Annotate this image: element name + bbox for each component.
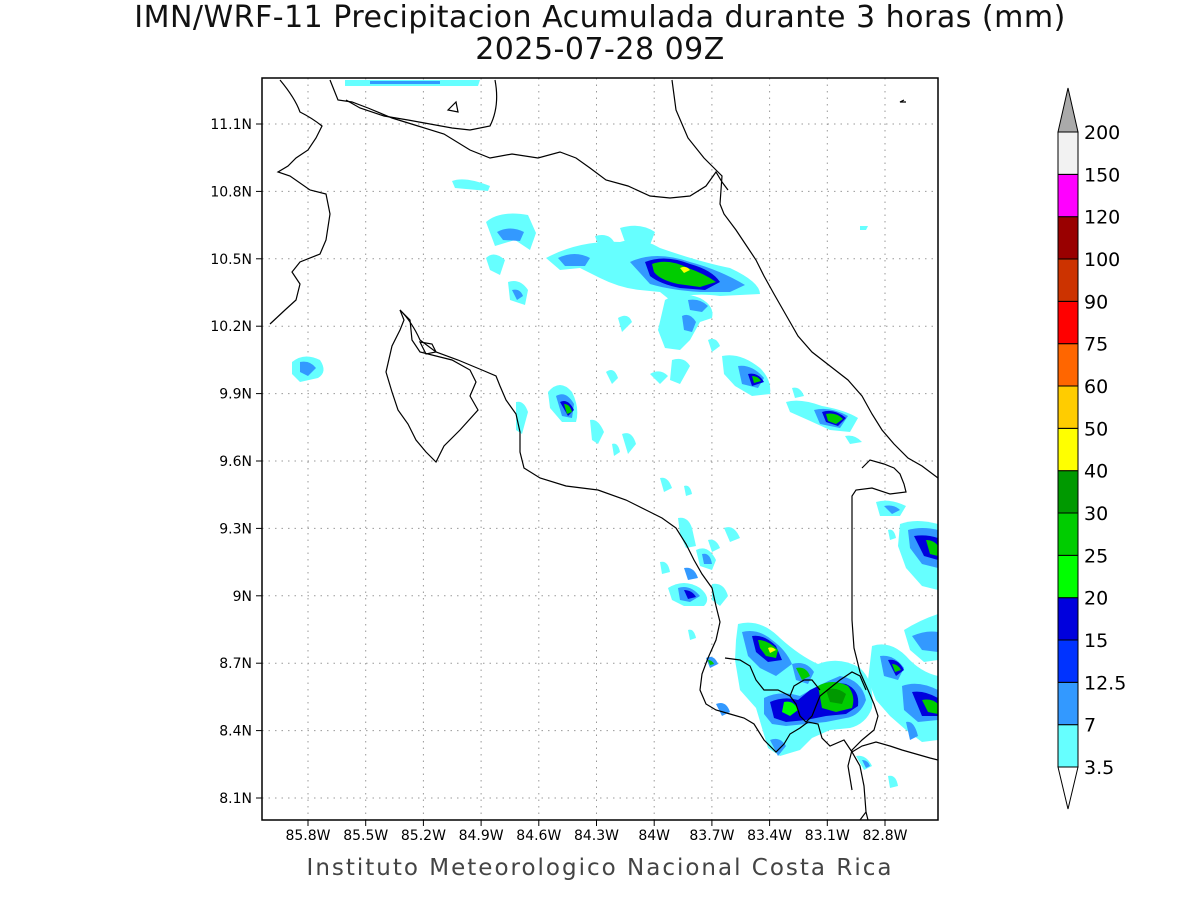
coastline [269,79,938,820]
x-tick-label: 84.3W [574,828,619,844]
colorbar-label: 120 [1084,207,1120,229]
colorbar-swatch [1057,427,1079,472]
colorbar-swatch-top [1057,131,1079,175]
x-tick-label: 84.9W [459,828,504,844]
colorbar-arrow-top [1057,87,1079,133]
rain-cell-small [452,179,490,191]
x-tick-label: 85.8W [285,828,330,844]
colorbar-arrow-bottom [1057,766,1079,810]
y-tick-label: 10.5N [210,252,252,268]
colorbar-label: 75 [1084,334,1108,356]
colorbar-swatch [1057,512,1079,556]
rain-cell-central-band [606,294,713,384]
colorbar: 3.5 7 12.5 15 20 25 30 40 50 60 75 90 100 120 150 200 [1057,87,1126,810]
colorbar-swatch [1057,258,1079,302]
x-tick-label: 84W [638,828,670,844]
x-tick-label: 83.7W [689,828,734,844]
colorbar-label: 40 [1084,461,1108,483]
rain-cell-osa-region [706,622,898,788]
colorbar-swatch [1057,173,1079,218]
map-title: IMN/WRF-11 Precipitacion Acumulada duran… [134,0,1066,35]
y-tick-label: 9.6N [219,454,252,470]
colorbar-label: 30 [1084,503,1108,525]
footer-credit: Instituto Meteorologico Nacional Costa R… [306,855,894,881]
colorbar-label: 7 [1084,715,1096,737]
rain-cell-north-central [546,225,760,300]
colorbar-label: 50 [1084,418,1108,440]
rain-cell-pacific-south [660,517,740,640]
colorbar-label: 25 [1084,545,1108,567]
colorbar-swatch [1057,597,1079,641]
colorbar-label: 90 [1084,291,1108,313]
x-tick-label: 85.5W [343,828,388,844]
colorbar-swatch [1057,300,1079,345]
colorbar-label: 3.5 [1084,757,1114,779]
map-axes: 85.8W 85.5W 85.2W 84.9W 84.6W 84.3W 84W 83.7W 83… [210,117,907,844]
y-tick-label: 9.3N [219,521,252,537]
colorbar-label: 12.5 [1084,672,1126,694]
y-tick-label: 8.7N [219,656,252,672]
y-tick-label: 10.8N [210,184,252,200]
colorbar-swatch [1057,385,1079,429]
colorbar-label: 20 [1084,588,1108,610]
colorbar-swatch [1057,554,1079,599]
colorbar-swatch [1057,681,1079,726]
colorbar-label: 60 [1084,376,1108,398]
x-tick-label: 83.4W [747,828,792,844]
y-tick-label: 8.4N [219,724,252,740]
colorbar-swatch [1057,470,1079,514]
rain-cell-north-strip [345,80,480,86]
y-tick-label: 10.2N [210,319,252,335]
y-tick-label: 11.1N [210,117,252,133]
colorbar-label: 15 [1084,630,1108,652]
rain-cell-central-west [292,356,692,496]
y-tick-label: 9N [233,589,252,605]
map-subtitle: 2025-07-28 09Z [475,32,725,67]
colorbar-label: 200 [1084,122,1120,144]
y-tick-label: 8.1N [219,791,252,807]
colorbar-swatch [1057,216,1079,260]
y-tick-label: 9.9N [219,387,252,403]
x-tick-label: 84.6W [516,828,561,844]
colorbar-swatch [1057,343,1079,387]
colorbar-label: 100 [1084,249,1120,271]
colorbar-swatch [1057,639,1079,683]
rain-cell-caribbean-north [708,226,868,444]
colorbar-label: 150 [1084,164,1120,186]
x-tick-label: 82.8W [862,828,907,844]
x-tick-label: 83.1W [805,828,850,844]
rain-cell-panama-border [868,500,938,742]
colorbar-swatch [1057,724,1079,768]
rain-cell-north-west [486,213,536,305]
precipitation-field [292,80,938,788]
map-grid [262,78,938,820]
map-frame [261,77,939,821]
x-tick-label: 85.2W [401,828,446,844]
